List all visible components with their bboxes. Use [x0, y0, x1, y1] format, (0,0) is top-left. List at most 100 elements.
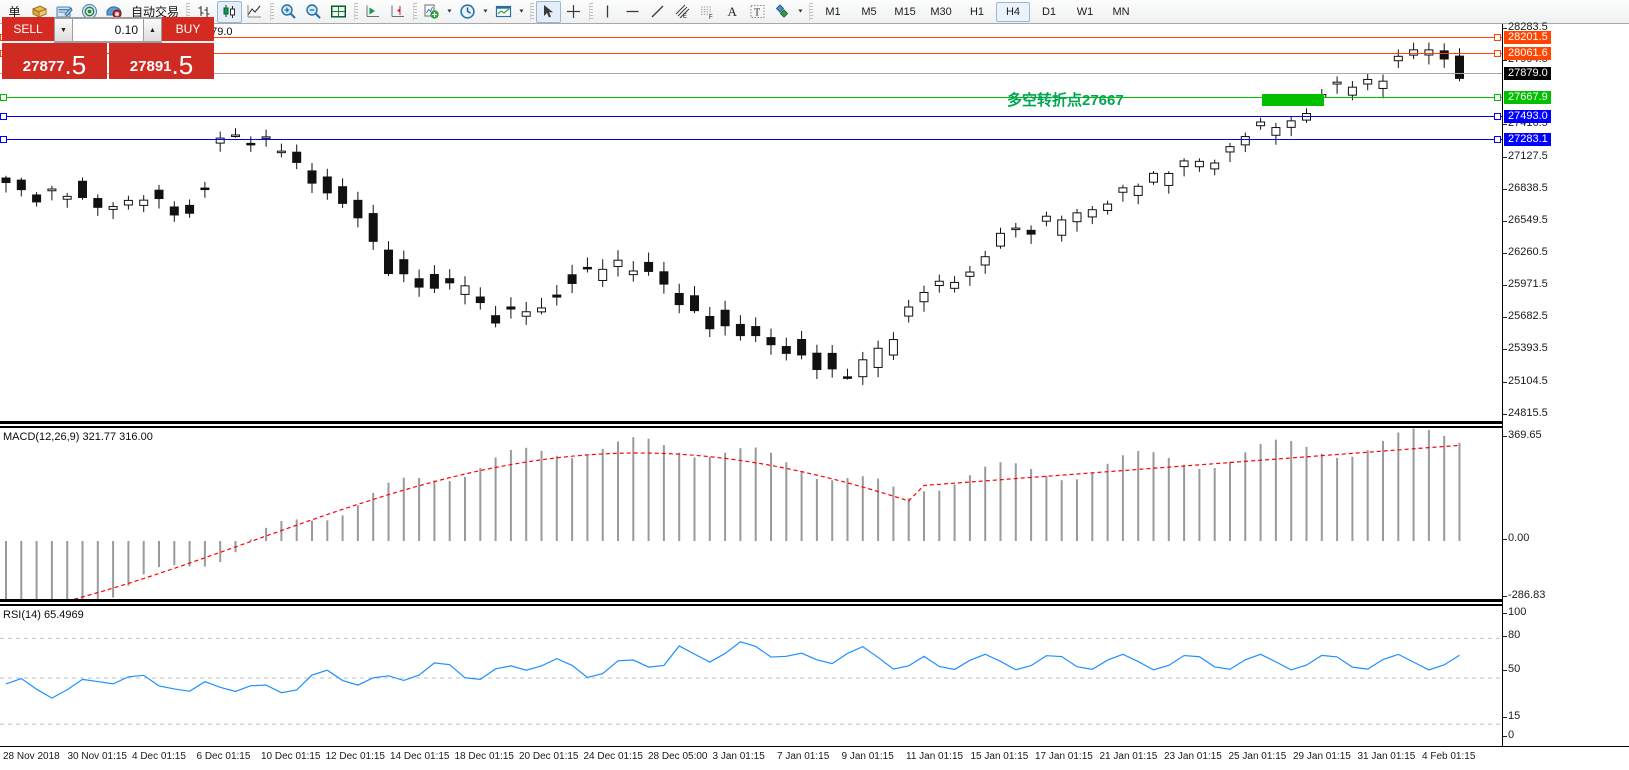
- price-level-tag[interactable]: 28201.5: [1504, 31, 1551, 45]
- price-level-tag[interactable]: 27283.1: [1504, 133, 1551, 147]
- equidistant-channel-icon[interactable]: E: [670, 1, 695, 23]
- vertical-line-icon[interactable]: [595, 1, 620, 23]
- price-level-handle[interactable]: [1494, 34, 1501, 42]
- shapes-dropdown-caret-icon[interactable]: [795, 1, 806, 23]
- main-toolbar: 单 自动交易: [0, 0, 1629, 24]
- sell-price[interactable]: 27877.5: [2, 43, 107, 79]
- svg-text:A: A: [728, 4, 738, 19]
- time-axis[interactable]: 28 Nov 2018 30 Nov 01:15 4 Dec 01:15 6 Dec …: [0, 746, 1629, 770]
- time-axis-tick: 12 Dec 01:15: [325, 751, 386, 762]
- rsi-axis-tick: 100: [1502, 606, 1527, 618]
- timeframe-m1[interactable]: M1: [825, 5, 841, 18]
- price-level-line[interactable]: [0, 52, 1502, 54]
- time-axis-tick: 4 Feb 01:15: [1422, 751, 1476, 762]
- timeframe-h1[interactable]: H1: [969, 5, 985, 18]
- volume-stepper[interactable]: ▼ 0.10 ▲: [54, 17, 162, 43]
- indicators-icon[interactable]: [419, 1, 444, 23]
- one-click-trading-panel[interactable]: SELL ▼ 0.10 ▲ BUY 27877.5 27891.5: [2, 17, 214, 79]
- timeframe-mn[interactable]: MN: [1112, 5, 1130, 18]
- bar-chart-icon[interactable]: [192, 1, 217, 23]
- annotation-text: 多空转折点27667: [1007, 92, 1124, 109]
- chart-window[interactable]: ▲HK50-,H4 27900.0 27944.0 27777.5 27879.…: [0, 21, 1629, 770]
- auto-scroll-icon[interactable]: [360, 1, 385, 23]
- timeframe-m5[interactable]: M5: [861, 5, 877, 18]
- price-level-line[interactable]: [0, 139, 1502, 141]
- chart-shift-icon[interactable]: [385, 1, 410, 23]
- time-axis-tick: 30 Nov 01:15: [67, 751, 128, 762]
- trendline-icon[interactable]: [645, 1, 670, 23]
- cursor-icon[interactable]: [536, 0, 562, 23]
- toolbar-separator: [351, 2, 360, 22]
- volume-increase-icon[interactable]: ▲: [143, 18, 162, 42]
- text-icon[interactable]: A: [720, 1, 745, 23]
- time-axis-tick: 25 Jan 01:15: [1228, 751, 1287, 762]
- time-axis-tick: 17 Jan 01:15: [1035, 751, 1093, 762]
- timeframe-w1[interactable]: W1: [1076, 5, 1094, 18]
- grid-icon[interactable]: [326, 1, 351, 23]
- price-level-line[interactable]: [0, 37, 1502, 39]
- rsi-axis-tick: 15: [1502, 710, 1521, 722]
- buy-button[interactable]: BUY: [162, 17, 214, 43]
- price-level-tag[interactable]: 27879.0: [1504, 67, 1551, 81]
- metaeditor-icon[interactable]: [52, 1, 77, 23]
- price-axis[interactable]: 28283.527994.527879.027416.527127.526838…: [1502, 21, 1629, 746]
- zoom-out-icon[interactable]: [301, 1, 326, 23]
- price-level-handle[interactable]: [1494, 49, 1501, 57]
- timeframe-m15[interactable]: M15: [894, 5, 916, 18]
- time-axis-tick: 31 Jan 01:15: [1357, 751, 1416, 762]
- time-axis-tick: 24 Dec 01:15: [583, 751, 644, 762]
- price-level-line[interactable]: [0, 73, 1502, 75]
- fibonacci-icon[interactable]: F: [695, 1, 720, 23]
- price-level-handle[interactable]: [1494, 136, 1501, 144]
- period-dropdown-caret-icon[interactable]: [480, 1, 491, 23]
- price-level-tag[interactable]: 27667.9: [1504, 90, 1551, 104]
- crosshair-icon[interactable]: [561, 1, 586, 23]
- price-level-tag[interactable]: 28061.6: [1504, 46, 1551, 60]
- macd-plot: [5, 428, 1461, 601]
- time-axis-tick: 20 Dec 01:15: [519, 751, 579, 762]
- candlestick-icon[interactable]: [217, 0, 243, 23]
- sell-button[interactable]: SELL: [2, 17, 54, 43]
- zoom-in-icon[interactable]: [276, 1, 301, 23]
- horizontal-line-icon[interactable]: [620, 1, 645, 23]
- price-level-handle[interactable]: [0, 93, 7, 101]
- market-icon[interactable]: [102, 1, 127, 23]
- time-axis-tick: 18 Dec 01:15: [454, 751, 515, 762]
- buy-price-fraction: .5: [171, 50, 194, 80]
- time-axis-tick: 14 Dec 01:15: [390, 751, 450, 762]
- pane-divider[interactable]: [0, 599, 1502, 602]
- auto-trading-label[interactable]: 自动交易: [131, 5, 180, 19]
- price-pane[interactable]: [0, 24, 1502, 421]
- new-order-icon[interactable]: 单: [8, 5, 21, 19]
- macd-pane[interactable]: MACD(12,26,9) 321.77 316.00: [0, 426, 1502, 601]
- price-level-line[interactable]: [0, 96, 1502, 98]
- price-level-tag[interactable]: 27493.0: [1504, 109, 1551, 123]
- templates-dropdown-caret-icon[interactable]: [516, 1, 527, 23]
- time-axis-tick: 11 Jan 01:15: [906, 751, 964, 762]
- pane-divider[interactable]: [0, 421, 1502, 424]
- price-level-handle[interactable]: [1494, 93, 1501, 101]
- period-icon[interactable]: [455, 1, 480, 23]
- time-axis-tick: 6 Dec 01:15: [196, 751, 251, 762]
- rsi-plot: [0, 637, 1502, 725]
- volume-value[interactable]: 0.10: [73, 18, 143, 42]
- volume-decrease-icon[interactable]: ▼: [54, 18, 73, 42]
- time-axis-tick: 9 Jan 01:15: [841, 751, 894, 762]
- text-label-icon[interactable]: T: [745, 1, 770, 23]
- price-axis-tick: 25104.5: [1503, 374, 1548, 387]
- indicators-dropdown-caret-icon[interactable]: [444, 1, 455, 23]
- shapes-icon[interactable]: [770, 1, 795, 23]
- line-chart-icon[interactable]: [242, 1, 267, 23]
- time-axis-tick: 4 Dec 01:15: [132, 751, 186, 762]
- timeframe-h4[interactable]: H4: [996, 1, 1031, 22]
- rsi-pane[interactable]: RSI(14) 65.4969: [0, 604, 1502, 746]
- price-level-handle[interactable]: [0, 112, 7, 120]
- templates-icon[interactable]: [491, 1, 516, 23]
- timeframe-m30[interactable]: M30: [930, 5, 952, 18]
- price-level-line[interactable]: [0, 115, 1502, 117]
- price-level-handle[interactable]: [0, 136, 7, 144]
- svg-text:F: F: [709, 15, 713, 20]
- price-level-handle[interactable]: [1494, 112, 1501, 120]
- buy-price[interactable]: 27891.5: [109, 43, 214, 79]
- timeframe-d1[interactable]: D1: [1041, 5, 1057, 18]
